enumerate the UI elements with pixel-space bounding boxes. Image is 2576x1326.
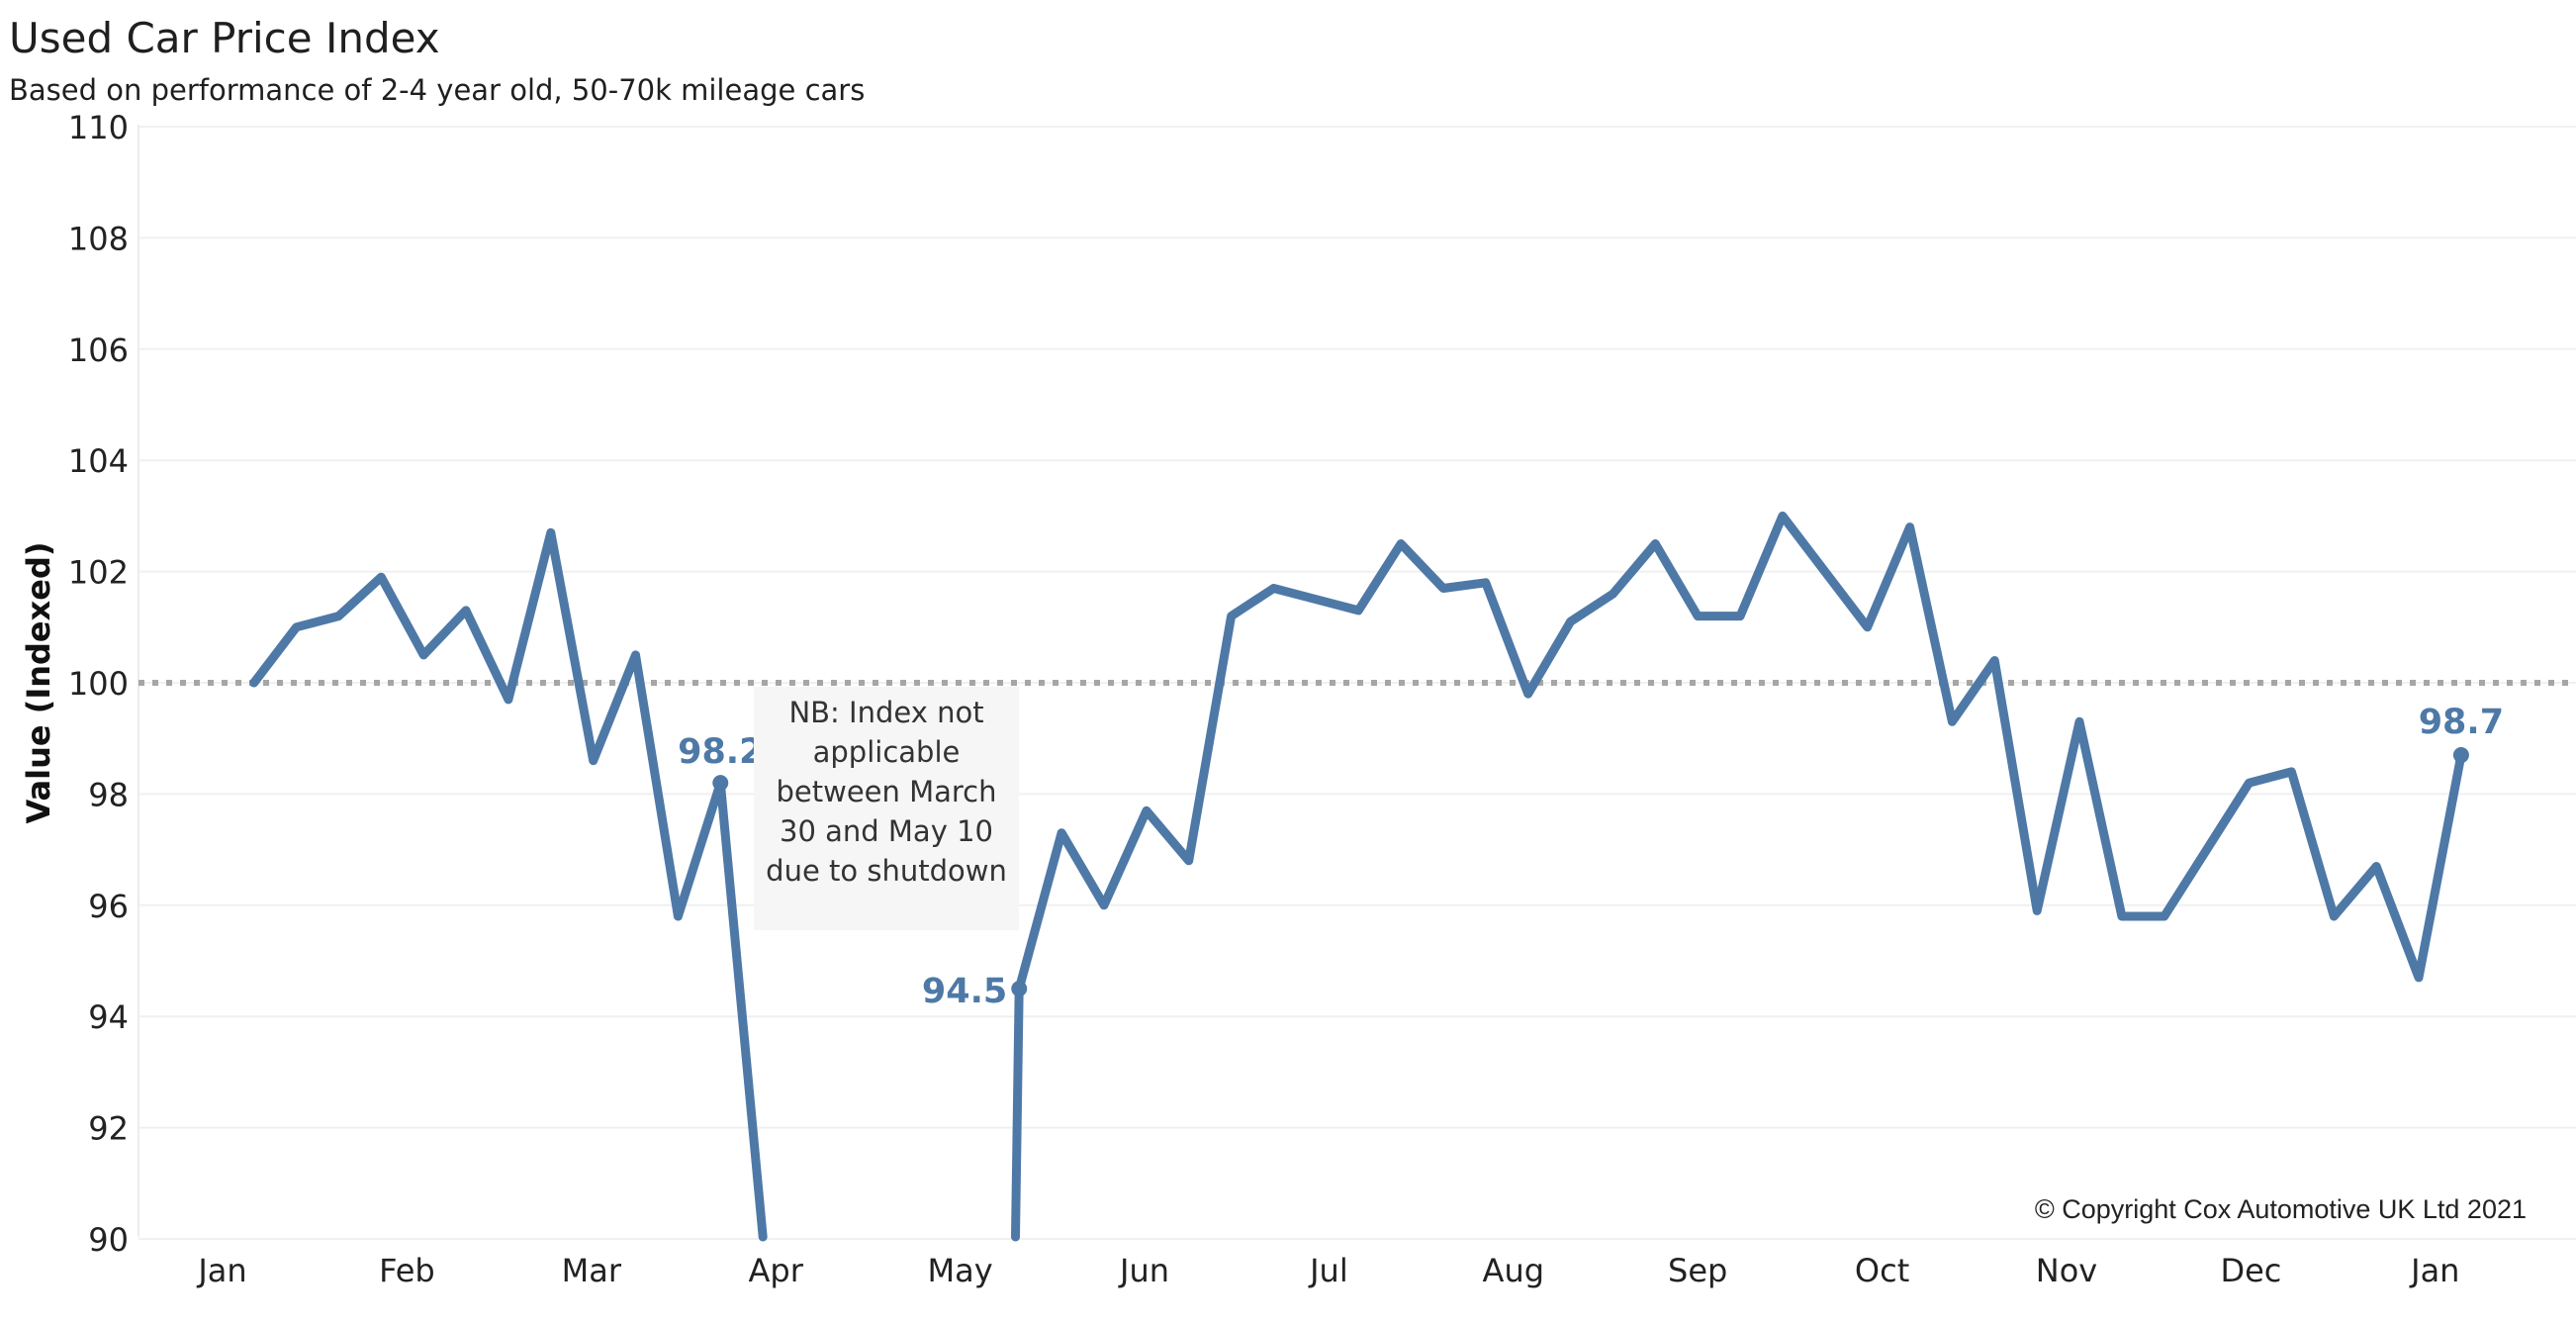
x-tick-1: Feb xyxy=(379,1252,435,1289)
y-tick-104: 104 xyxy=(68,442,129,480)
y-tick-90: 90 xyxy=(88,1221,129,1259)
y-tick-94: 94 xyxy=(88,998,129,1036)
y-tick-96: 96 xyxy=(88,888,129,925)
x-tick-2: Mar xyxy=(562,1252,622,1289)
x-tick-4: May xyxy=(928,1252,993,1289)
data-point-2 xyxy=(2452,747,2469,764)
data-label-1: 94.5 xyxy=(922,972,1007,1011)
chart-title: Used Car Price Index xyxy=(9,14,440,62)
x-tick-8: Sep xyxy=(1668,1252,1727,1289)
y-tick-102: 102 xyxy=(68,554,129,592)
data-point-1 xyxy=(1011,981,1028,997)
data-point-0 xyxy=(712,775,729,792)
y-tick-98: 98 xyxy=(88,776,129,813)
x-axis-ticks: Jan Feb Mar Apr May Jun Jul Aug Sep Oct Nov Dec Jan xyxy=(196,1252,2459,1289)
shutdown-note: NB: Index not applicable between March 3… xyxy=(766,696,1007,888)
y-tick-110: 110 xyxy=(68,109,129,146)
series-lines xyxy=(249,511,2466,1242)
data-labels: 98.2 94.5 98.7 xyxy=(678,703,2504,1011)
y-tick-100: 100 xyxy=(68,665,129,703)
series-segment-1 xyxy=(1011,511,2466,1242)
x-tick-12: Jan xyxy=(2409,1252,2459,1289)
y-axis-label: Value (Indexed) xyxy=(20,542,57,824)
shutdown-note-box xyxy=(754,687,1019,930)
data-label-2: 98.7 xyxy=(2419,703,2504,742)
x-tick-7: Aug xyxy=(1483,1252,1544,1289)
x-tick-6: Jul xyxy=(1308,1252,1348,1289)
y-tick-106: 106 xyxy=(68,332,129,369)
series-segment-0 xyxy=(249,527,768,1242)
y-axis-ticks: 90 92 94 96 98 100 102 104 106 108 110 xyxy=(68,109,129,1259)
x-tick-10: Nov xyxy=(2036,1252,2097,1289)
x-tick-5: Jun xyxy=(1118,1252,1169,1289)
x-tick-3: Apr xyxy=(749,1252,804,1289)
x-tick-9: Oct xyxy=(1855,1252,1909,1289)
x-tick-0: Jan xyxy=(196,1252,246,1289)
x-tick-11: Dec xyxy=(2220,1252,2281,1289)
y-tick-108: 108 xyxy=(68,220,129,257)
y-tick-92: 92 xyxy=(88,1110,129,1148)
data-label-0: 98.2 xyxy=(678,732,763,772)
chart-subtitle: Based on performance of 2-4 year old, 50… xyxy=(9,73,866,107)
copyright-notice: © Copyright Cox Automotive UK Ltd 2021 xyxy=(2034,1194,2527,1224)
